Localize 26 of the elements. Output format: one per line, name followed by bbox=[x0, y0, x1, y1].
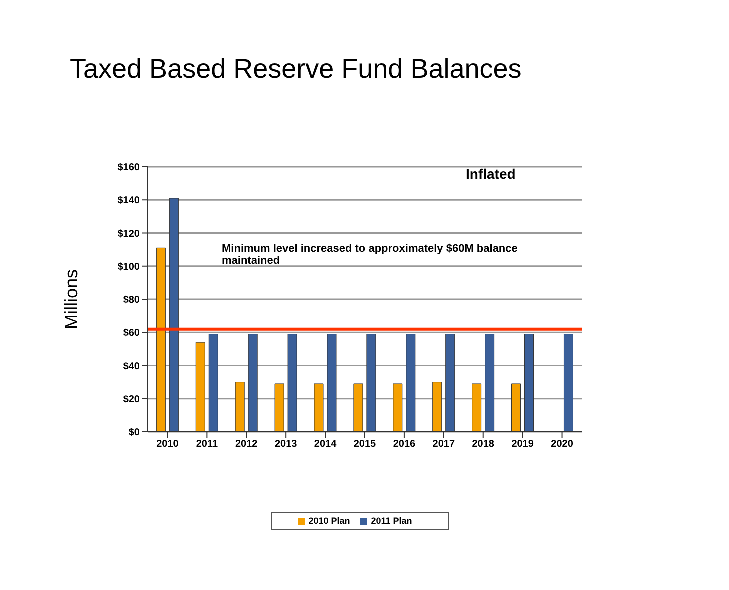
annotation: Minimum level increased to approximately $60M balance maintained bbox=[222, 243, 519, 267]
x-tick-label: 2011 bbox=[196, 439, 218, 450]
y-tick-label: $40 bbox=[123, 361, 140, 372]
x-tick-label: 2016 bbox=[393, 439, 416, 450]
x-tick-label: 2019 bbox=[512, 439, 534, 450]
y-tick-label: $60 bbox=[123, 328, 140, 340]
y-tick-label: $20 bbox=[123, 394, 140, 406]
x-tick-label: 2010 bbox=[156, 439, 180, 450]
x-tick-label: 2015 bbox=[354, 439, 377, 450]
legend-label: 2011 Plan bbox=[371, 516, 412, 526]
annotation: Inflated bbox=[466, 166, 516, 182]
y-axis-title: Millions bbox=[61, 269, 82, 330]
x-tick-label: 2020 bbox=[551, 439, 574, 450]
x-tick-label: 2013 bbox=[274, 439, 298, 450]
x-tick-label: 2012 bbox=[236, 439, 258, 450]
x-tick-label: 2014 bbox=[314, 439, 338, 450]
legend-label: 2010 Plan bbox=[308, 516, 350, 526]
y-tick-label: $160 bbox=[118, 162, 140, 174]
y-tick-label: $0 bbox=[128, 428, 140, 439]
y-tick-label: $120 bbox=[118, 228, 140, 240]
x-tick-label: 2018 bbox=[472, 439, 495, 450]
y-tick-label: $100 bbox=[118, 262, 140, 273]
chart-title: Taxed Based Reserve Fund Balances bbox=[70, 54, 522, 85]
x-tick-label: 2017 bbox=[432, 439, 456, 450]
y-tick-label: $140 bbox=[118, 196, 140, 207]
y-tick-label: $80 bbox=[123, 295, 140, 306]
